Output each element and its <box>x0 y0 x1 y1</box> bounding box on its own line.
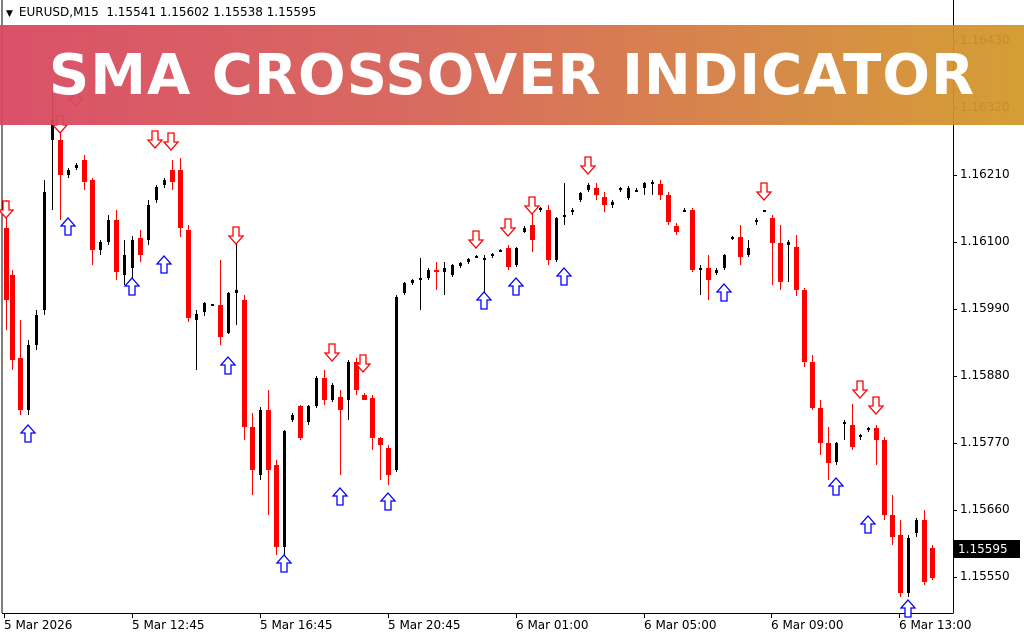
sell-arrow-icon <box>867 396 885 415</box>
time-tick-label: 6 Mar 05:00 <box>644 618 717 632</box>
buy-arrow-icon <box>475 291 493 310</box>
chart-header: ▼ EURUSD,M15 1.15541 1.15602 1.15538 1.15… <box>6 5 316 19</box>
sell-arrow-icon <box>323 343 341 362</box>
buy-arrow-icon <box>859 515 877 534</box>
sell-arrow-icon <box>755 182 773 201</box>
buy-arrow-icon <box>219 356 237 375</box>
symbol-label: EURUSD,M15 <box>18 5 99 19</box>
price-tick-label: 1.16210 <box>960 167 1010 181</box>
banner-title: SMA CROSSOVER INDICATOR <box>48 42 976 108</box>
buy-arrow-icon <box>379 492 397 511</box>
time-tick-label: 5 Mar 2026 <box>4 618 73 632</box>
price-tick-label: 1.15660 <box>960 502 1010 516</box>
sell-arrow-icon <box>354 354 372 373</box>
buy-arrow-icon <box>275 554 293 573</box>
buy-arrow-icon <box>331 487 349 506</box>
time-tick-label: 5 Mar 20:45 <box>388 618 461 632</box>
price-tick-label: 1.15770 <box>960 435 1010 449</box>
title-banner: SMA CROSSOVER INDICATOR <box>0 25 1024 125</box>
price-tick-label: 1.16100 <box>960 234 1010 248</box>
sell-arrow-icon <box>146 130 164 149</box>
buy-arrow-icon <box>59 217 77 236</box>
sell-arrow-icon <box>499 218 517 237</box>
price-tick-label: 1.15990 <box>960 301 1010 315</box>
time-axis-ticks <box>4 613 900 618</box>
sell-arrow-icon <box>0 200 15 219</box>
sell-arrow-icon <box>227 226 245 245</box>
sell-arrow-icon <box>523 196 541 215</box>
buy-arrow-icon <box>715 283 733 302</box>
price-axis-ticks <box>953 41 957 578</box>
sell-arrow-icon <box>467 230 485 249</box>
current-price-label: 1.15595 <box>954 540 1020 558</box>
time-tick-label: 6 Mar 13:00 <box>899 618 972 632</box>
time-tick-label: 6 Mar 09:00 <box>771 618 844 632</box>
buy-arrow-icon <box>155 255 173 274</box>
time-tick-label: 5 Mar 16:45 <box>260 618 333 632</box>
time-tick-label: 5 Mar 12:45 <box>132 618 205 632</box>
time-tick-label: 6 Mar 01:00 <box>516 618 589 632</box>
buy-arrow-icon <box>507 277 525 296</box>
dropdown-triangle-icon[interactable]: ▼ <box>6 9 13 19</box>
candles <box>4 90 935 597</box>
buy-arrow-icon <box>827 477 845 496</box>
buy-arrow-icon <box>19 424 37 443</box>
price-tick-label: 1.15550 <box>960 569 1010 583</box>
buy-arrow-icon <box>555 267 573 286</box>
sell-arrow-icon <box>851 380 869 399</box>
sell-arrow-icon <box>162 132 180 151</box>
ohlc-values: 1.15541 1.15602 1.15538 1.15595 <box>106 5 317 19</box>
sell-arrow-icon <box>579 156 597 175</box>
price-tick-label: 1.15880 <box>960 368 1010 382</box>
buy-arrow-icon <box>899 599 917 618</box>
buy-arrow-icon <box>123 277 141 296</box>
